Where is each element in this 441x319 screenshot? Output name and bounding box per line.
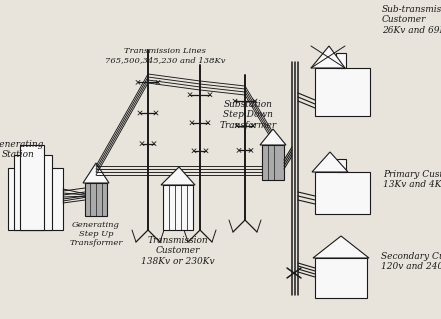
- Text: Primary Customer
13Kv and 4Kv: Primary Customer 13Kv and 4Kv: [383, 170, 441, 189]
- Bar: [262, 145, 284, 180]
- Bar: [163, 185, 193, 230]
- Bar: [20, 145, 44, 230]
- Text: Transmission Lines
765,500,345,230 and 138Kv: Transmission Lines 765,500,345,230 and 1…: [105, 47, 225, 64]
- Polygon shape: [83, 163, 109, 183]
- Bar: [14, 155, 52, 230]
- Text: Generating
Step Up
Transformer: Generating Step Up Transformer: [69, 221, 123, 248]
- Bar: [8, 168, 63, 230]
- Polygon shape: [313, 236, 369, 258]
- Text: Secondary Customer
120v and 240v: Secondary Customer 120v and 240v: [381, 252, 441, 271]
- Text: Generating
Station: Generating Station: [0, 140, 44, 160]
- Bar: [315, 258, 367, 298]
- Polygon shape: [311, 46, 345, 68]
- Polygon shape: [260, 129, 286, 145]
- Bar: [337, 159, 346, 172]
- Bar: [85, 183, 107, 216]
- Polygon shape: [312, 152, 348, 172]
- Bar: [336, 53, 346, 68]
- Text: Transmission
Customer
138Kv or 230Kv: Transmission Customer 138Kv or 230Kv: [141, 236, 215, 266]
- Polygon shape: [161, 167, 195, 185]
- Text: Sub-transmission
Customer
26Kv and 69Kv: Sub-transmission Customer 26Kv and 69Kv: [382, 5, 441, 35]
- Text: Substation
Step Down
Transformer: Substation Step Down Transformer: [220, 100, 277, 130]
- Bar: [315, 172, 370, 214]
- Bar: [315, 68, 370, 116]
